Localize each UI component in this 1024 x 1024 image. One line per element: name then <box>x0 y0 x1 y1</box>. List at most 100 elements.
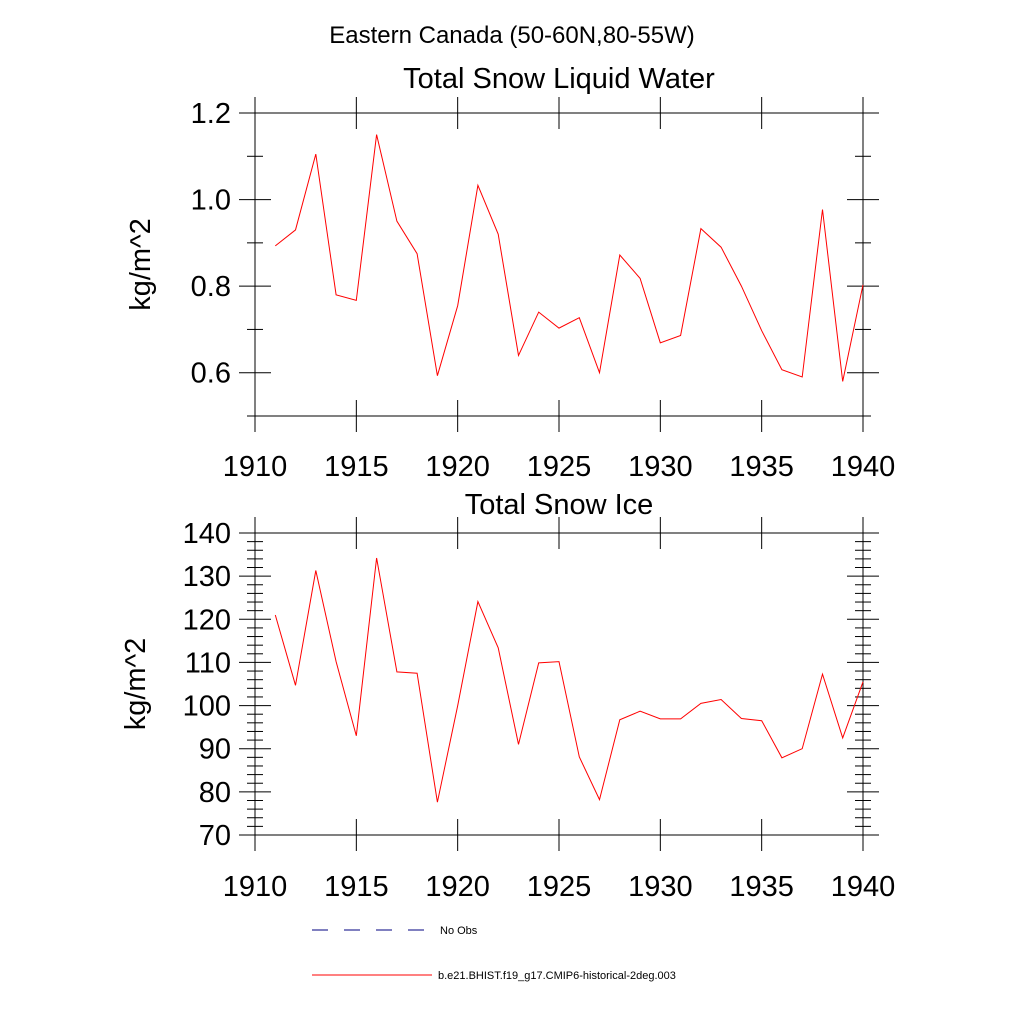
y-axis-label: kg/m^2 <box>120 638 152 731</box>
plot-frame <box>254 112 864 417</box>
plot-frame <box>254 532 864 836</box>
y-tick-label: 100 <box>183 691 231 723</box>
data-point <box>740 285 742 287</box>
data-point <box>538 662 540 664</box>
y-tick-label: 130 <box>183 561 231 593</box>
data-point <box>842 380 844 382</box>
x-tick-label: 1925 <box>527 871 592 903</box>
data-point <box>679 334 681 336</box>
y-tick-label: 120 <box>183 604 231 636</box>
data-point <box>578 756 580 758</box>
data-point <box>335 660 337 662</box>
y-tick-label: 80 <box>199 777 231 809</box>
data-point <box>355 735 357 737</box>
data-point <box>558 327 560 329</box>
data-point <box>436 375 438 377</box>
legend-model-label: b.e21.BHIST.f19_g17.CMIP6-historical-2de… <box>438 970 676 982</box>
data-point <box>619 254 621 256</box>
panel-snow-ice: Total Snow Ice 70 80 90 100 110 120 130 140 1910 1… <box>120 489 895 903</box>
panel-snow-liquid-water: Total Snow Liquid Water 0.6 0.8 1.0 1.2 1910 1… <box>125 63 895 483</box>
data-point <box>619 719 621 721</box>
x-tick-label: 1930 <box>628 871 693 903</box>
data-point <box>639 277 641 279</box>
data-point <box>375 557 377 559</box>
data-point <box>862 681 864 683</box>
data-point <box>396 671 398 673</box>
data-point <box>315 569 317 571</box>
data-point <box>842 737 844 739</box>
data-point <box>761 720 763 722</box>
data-point <box>517 743 519 745</box>
data-point <box>862 284 864 286</box>
y-axis-label: kg/m^2 <box>125 218 157 311</box>
figure-supertitle: Eastern Canada (50-60N,80-55W) <box>329 22 695 49</box>
data-point <box>578 317 580 319</box>
data-point <box>497 647 499 649</box>
data-point <box>517 354 519 356</box>
data-point <box>436 801 438 803</box>
x-tick-label: 1935 <box>729 451 794 483</box>
x-tick-label: 1920 <box>425 451 490 483</box>
data-point <box>639 710 641 712</box>
data-point <box>720 246 722 248</box>
data-point <box>761 330 763 332</box>
x-tick-label: 1930 <box>628 451 693 483</box>
data-point <box>396 220 398 222</box>
data-point <box>781 369 783 371</box>
data-point <box>335 294 337 296</box>
data-point <box>558 660 560 662</box>
y-tick-label: 90 <box>199 734 231 766</box>
data-point <box>700 702 702 704</box>
data-point <box>416 253 418 255</box>
data-point <box>457 304 459 306</box>
y-tick-label: 140 <box>183 518 231 550</box>
y-tick-label: 70 <box>199 820 231 852</box>
panel-title: Total Snow Ice <box>465 489 654 521</box>
data-point <box>740 717 742 719</box>
x-tick-label: 1915 <box>324 451 389 483</box>
data-point <box>821 673 823 675</box>
data-point <box>477 600 479 602</box>
data-point <box>457 704 459 706</box>
x-tick-label: 1910 <box>223 451 288 483</box>
data-point <box>598 798 600 800</box>
x-tick-label: 1940 <box>831 451 896 483</box>
x-tick-label: 1910 <box>223 871 288 903</box>
data-point <box>801 748 803 750</box>
data-point <box>375 133 377 135</box>
data-point <box>294 229 296 231</box>
data-point <box>355 299 357 301</box>
legend: No Obs b.e21.BHIST.f19_g17.CMIP6-historic… <box>312 925 676 982</box>
data-point <box>477 184 479 186</box>
data-point <box>538 311 540 313</box>
x-tick-label: 1935 <box>729 871 794 903</box>
legend-no-obs-label: No Obs <box>440 925 478 937</box>
panel-title: Total Snow Liquid Water <box>403 63 715 95</box>
data-point <box>598 372 600 374</box>
x-tick-label: 1915 <box>324 871 389 903</box>
data-point <box>274 245 276 247</box>
data-point <box>315 153 317 155</box>
x-tick-label: 1925 <box>527 451 592 483</box>
data-point <box>659 718 661 720</box>
y-tick-label: 0.6 <box>191 358 231 390</box>
series-line <box>274 134 864 382</box>
y-tick-label: 110 <box>185 647 231 679</box>
x-tick-label: 1940 <box>831 871 896 903</box>
data-point <box>679 718 681 720</box>
data-point <box>294 684 296 686</box>
y-tick-label: 1.0 <box>191 185 231 217</box>
y-tick-label: 0.8 <box>191 271 231 303</box>
x-tick-label: 1920 <box>425 871 490 903</box>
data-point <box>274 614 276 616</box>
data-point <box>700 227 702 229</box>
data-point <box>416 672 418 674</box>
series-line <box>274 557 864 803</box>
data-point <box>720 698 722 700</box>
y-tick-label: 1.2 <box>191 98 231 130</box>
data-point <box>801 376 803 378</box>
data-point <box>821 208 823 210</box>
data-point <box>497 233 499 235</box>
data-point <box>781 757 783 759</box>
